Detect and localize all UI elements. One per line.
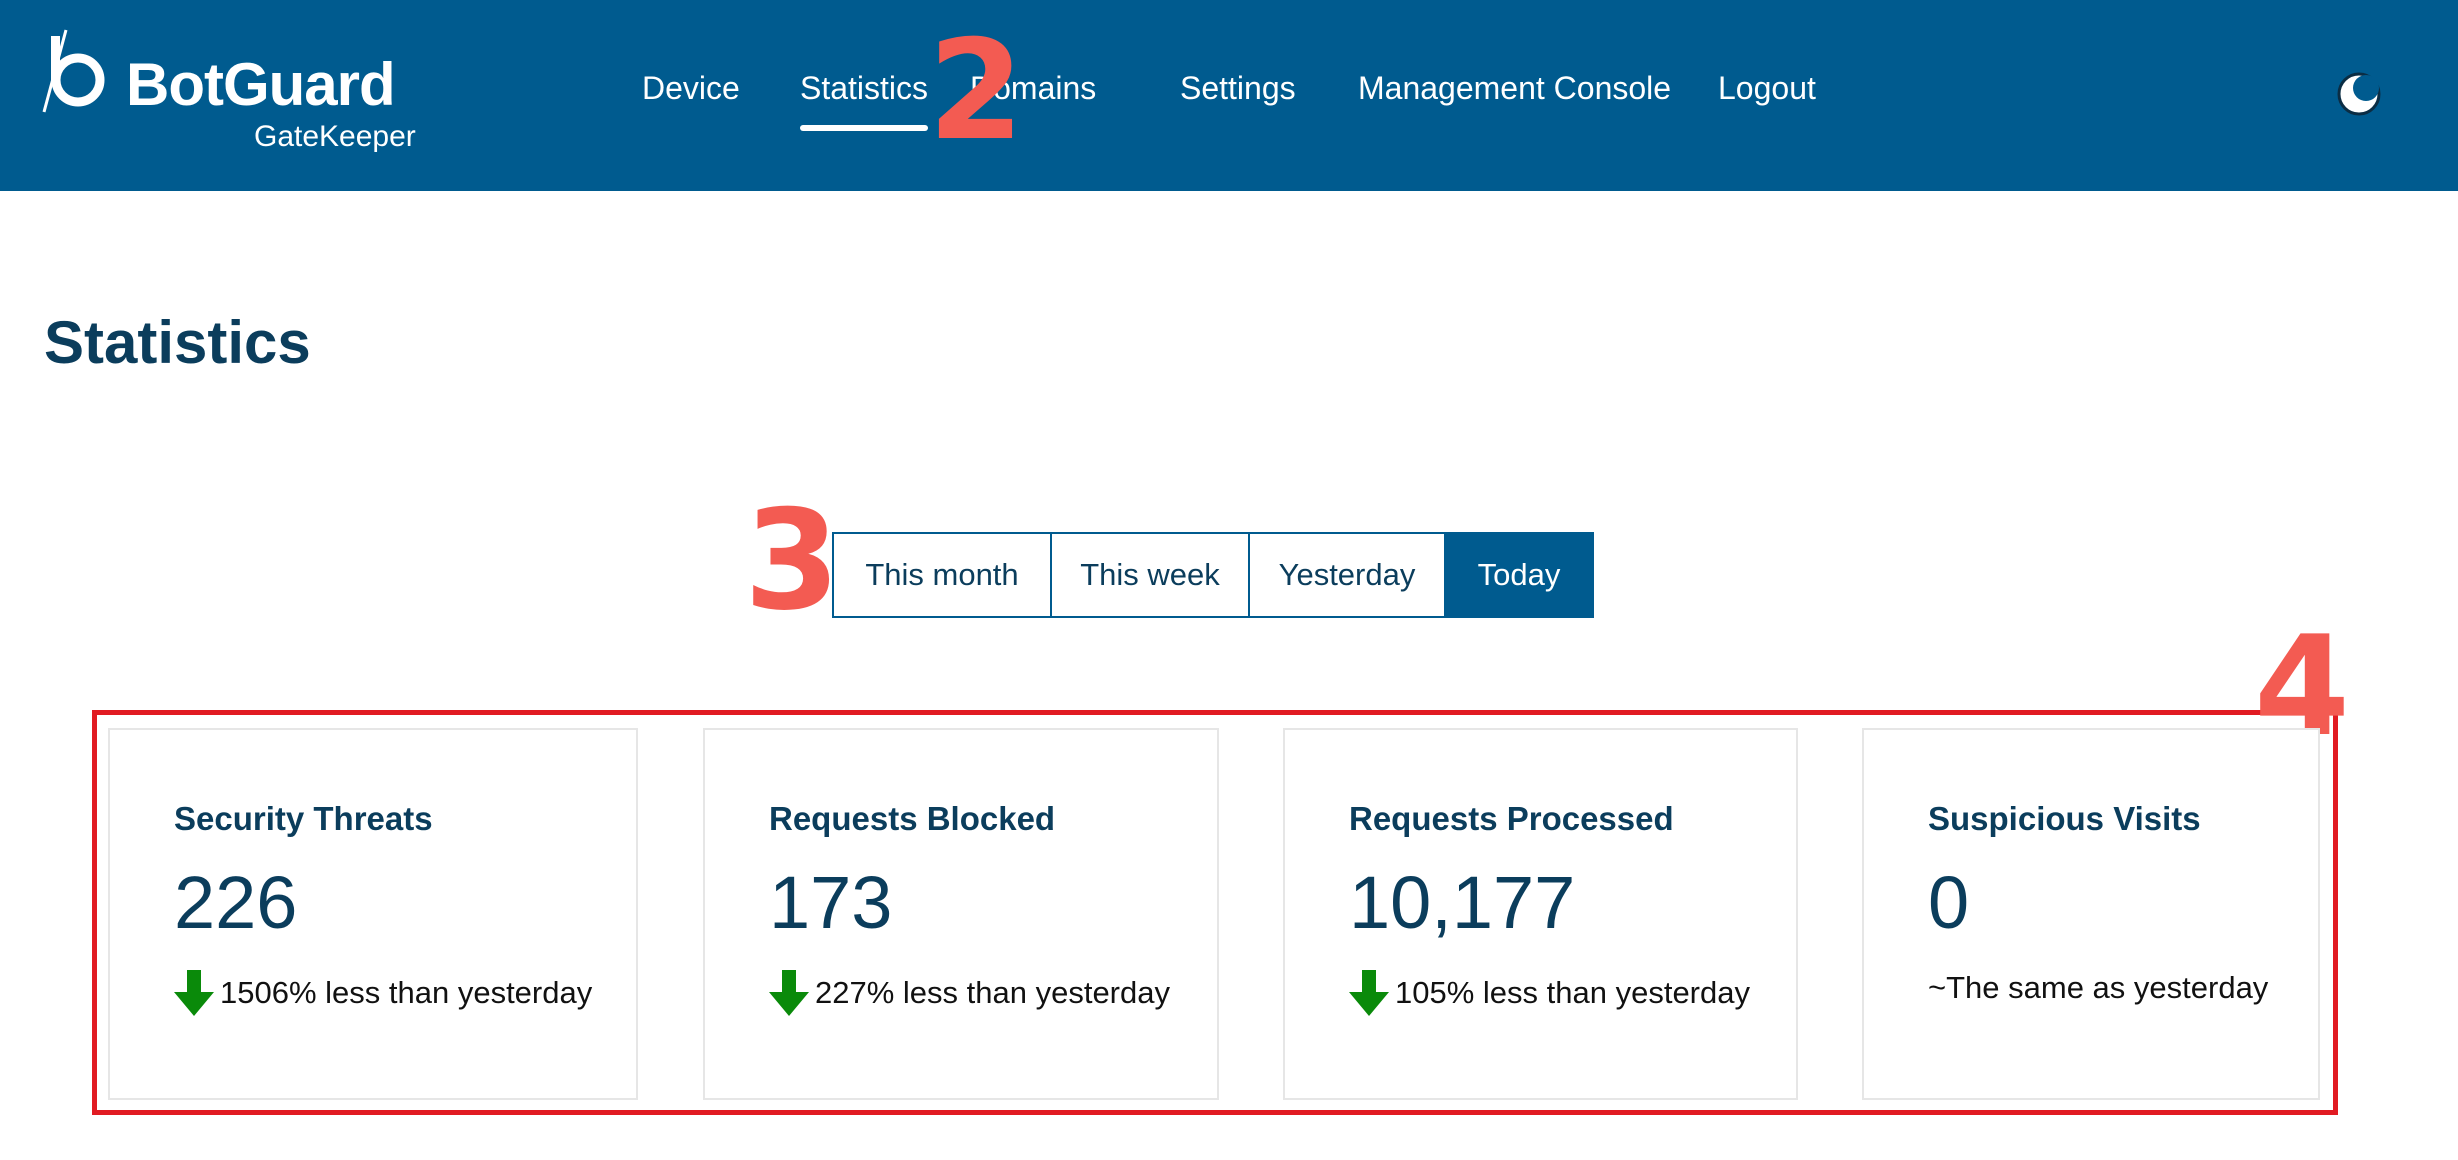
period-selector: This month This week Yesterday Today — [832, 532, 1594, 618]
page-title: Statistics — [44, 309, 311, 376]
annotation-marker-2: 2 — [928, 10, 1025, 171]
arrow-down-icon — [769, 970, 809, 1016]
stats-highlight-frame — [92, 710, 2338, 1115]
stat-delta-text: ~The same as yesterday — [1928, 970, 2269, 1005]
botguard-logo-icon — [42, 29, 105, 113]
stat-delta: 227% less than yesterday — [769, 970, 1170, 1016]
nav-management-console[interactable]: Management Console — [1358, 70, 1672, 106]
stat-card-suspicious-visits: Suspicious Visits 0 ~The same as yesterd… — [1862, 728, 2320, 1100]
stat-value: 226 — [174, 861, 298, 944]
stat-title: Requests Processed — [1349, 800, 1674, 837]
stat-title: Security Threats — [174, 800, 433, 837]
brand-name: BotGuard — [126, 51, 396, 118]
stat-delta-text: 227% less than yesterday — [815, 975, 1170, 1010]
brand-product: GateKeeper — [254, 120, 416, 153]
stat-title: Requests Blocked — [769, 800, 1056, 837]
period-today-button[interactable]: Today — [1446, 534, 1592, 616]
stat-delta-text: 1506% less than yesterday — [220, 975, 593, 1010]
stat-card-requests-processed: Requests Processed 10,177 105% less than… — [1283, 728, 1798, 1100]
nav-device[interactable]: Device — [642, 70, 740, 106]
stat-value: 0 — [1928, 861, 1970, 944]
period-yesterday-button[interactable]: Yesterday — [1250, 534, 1446, 616]
nav-settings[interactable]: Settings — [1180, 70, 1296, 106]
nav-statistics[interactable]: Statistics — [800, 70, 929, 131]
stat-delta: 1506% less than yesterday — [174, 970, 592, 1016]
nav-domains[interactable]: Domains — [970, 70, 1097, 106]
brand-logo[interactable]: BotGuard GateKeeper — [42, 26, 422, 156]
nav-logout[interactable]: Logout — [1718, 70, 1816, 106]
stat-delta: ~The same as yesterday — [1928, 970, 2268, 1006]
stat-delta: 105% less than yesterday — [1349, 970, 1750, 1016]
stat-delta-text: 105% less than yesterday — [1395, 975, 1750, 1010]
annotation-marker-3: 3 — [744, 480, 841, 641]
stat-card-security-threats: Security Threats 226 1506% less than yes… — [108, 728, 638, 1100]
period-this-month-button[interactable]: This month — [834, 534, 1052, 616]
stat-value: 10,177 — [1349, 861, 1576, 944]
top-navbar: BotGuard GateKeeper Device Statistics Do… — [0, 0, 2458, 191]
moon-icon[interactable] — [2333, 68, 2385, 120]
stat-title: Suspicious Visits — [1928, 800, 2201, 837]
main-nav: Device Statistics Domains Settings Manag… — [0, 0, 2458, 191]
stat-value: 173 — [769, 861, 893, 944]
arrow-down-icon — [1349, 970, 1389, 1016]
stat-card-requests-blocked: Requests Blocked 173 227% less than yest… — [703, 728, 1219, 1100]
arrow-down-icon — [174, 970, 214, 1016]
period-this-week-button[interactable]: This week — [1052, 534, 1250, 616]
